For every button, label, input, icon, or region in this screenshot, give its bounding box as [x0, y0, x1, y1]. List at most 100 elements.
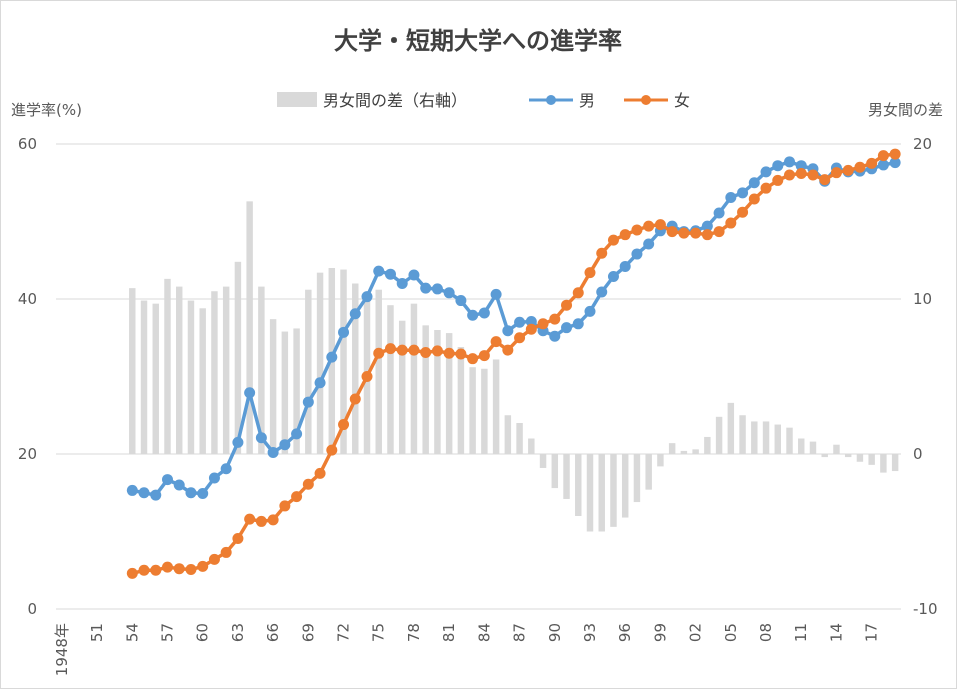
- male-point: [279, 439, 291, 451]
- diff-bar: [187, 300, 195, 454]
- left-tick-label: 20: [18, 445, 37, 463]
- male-point: [596, 286, 608, 298]
- x-tick-label: 72: [335, 623, 353, 642]
- male-point: [502, 325, 514, 337]
- gridlines: [56, 143, 901, 610]
- diff-bar: [657, 454, 664, 467]
- female-point: [396, 344, 408, 356]
- diff-bar: [222, 286, 230, 454]
- female-point: [467, 353, 479, 365]
- female-point: [420, 346, 432, 358]
- left-axis-ticks: 0 20 40 60: [18, 135, 37, 618]
- female-point: [795, 167, 807, 179]
- diff-bar: [586, 454, 594, 532]
- diff-bar: [798, 438, 805, 454]
- female-point: [208, 553, 220, 565]
- x-tick-label: 81: [440, 623, 458, 642]
- diff-bar: [340, 269, 347, 454]
- right-tick-label: 10: [913, 290, 932, 308]
- female-point: [150, 564, 162, 576]
- female-point: [701, 229, 713, 241]
- male-point: [338, 326, 350, 338]
- female-point: [854, 161, 866, 173]
- diff-bar: [164, 278, 171, 454]
- male-point: [255, 432, 267, 444]
- male-point: [267, 446, 279, 458]
- female-point: [279, 500, 291, 512]
- female-point: [819, 174, 831, 186]
- diff-bar: [598, 454, 605, 532]
- female-point: [478, 350, 490, 362]
- x-tick-label: 02: [687, 623, 705, 642]
- legend-male-marker: [546, 95, 556, 105]
- male-point: [314, 377, 326, 389]
- diff-bar: [281, 331, 289, 454]
- male-point: [291, 428, 303, 440]
- female-point: [161, 561, 173, 573]
- diff-bar: [610, 454, 617, 527]
- male-point: [161, 474, 173, 486]
- right-tick-label: 20: [913, 135, 932, 153]
- diff-bar: [704, 436, 711, 454]
- diff-bar: [258, 286, 265, 454]
- male-point: [349, 308, 361, 320]
- female-point: [232, 532, 244, 544]
- right-tick-label: -10: [913, 600, 938, 618]
- female-point: [654, 219, 666, 231]
- x-tick-label: 78: [405, 623, 423, 642]
- male-series: [126, 156, 901, 501]
- female-point: [537, 318, 549, 330]
- diff-bar: [621, 454, 629, 518]
- x-tick-label: 96: [616, 623, 634, 642]
- left-tick-label: 40: [18, 290, 37, 308]
- male-point: [701, 220, 713, 232]
- male-point: [232, 436, 244, 448]
- male-point: [467, 309, 479, 321]
- male-point: [619, 260, 631, 272]
- female-point: [349, 393, 361, 405]
- female-point: [361, 371, 373, 382]
- male-point: [126, 484, 138, 496]
- x-tick-label: 87: [511, 623, 529, 642]
- female-point: [607, 234, 619, 246]
- male-point: [490, 288, 502, 300]
- male-point: [713, 207, 725, 219]
- chart-title: 大学・短期大学への進学率: [334, 27, 622, 55]
- male-point: [244, 387, 256, 399]
- male-point: [525, 315, 537, 327]
- female-point: [338, 419, 350, 431]
- female-point: [431, 345, 443, 357]
- diff-bar: [269, 319, 277, 454]
- x-tick-label: 11: [792, 623, 810, 642]
- female-point: [126, 567, 138, 579]
- diff-bar: [469, 367, 476, 454]
- female-point: [138, 564, 150, 576]
- male-point: [173, 479, 185, 491]
- diff-bar: [457, 347, 465, 454]
- diff-bar: [786, 427, 793, 454]
- female-point: [643, 220, 655, 232]
- diff-bar: [563, 454, 570, 499]
- diff-bar: [575, 454, 582, 516]
- male-point: [150, 489, 162, 501]
- female-point: [725, 217, 737, 229]
- male-point: [197, 488, 209, 500]
- x-tick-label: 05: [722, 623, 740, 642]
- male-point: [208, 472, 220, 484]
- legend-diff-label: 男女間の差（右軸）: [323, 91, 467, 110]
- diff-bar: [844, 454, 852, 458]
- x-tick-label: 84: [475, 623, 493, 642]
- x-tick-label: 75: [370, 623, 388, 642]
- female-point: [784, 169, 796, 181]
- diff-bar: [680, 450, 688, 454]
- diff-bar: [246, 201, 253, 454]
- diff-bar: [481, 368, 488, 454]
- diff-bar: [352, 283, 359, 454]
- legend-female-label: 女: [674, 91, 690, 110]
- diff-bar: [880, 454, 887, 473]
- female-point: [302, 478, 314, 490]
- female-point: [866, 157, 878, 169]
- right-axis-ticks: -10 0 10 20: [913, 135, 938, 618]
- male-point: [877, 159, 889, 171]
